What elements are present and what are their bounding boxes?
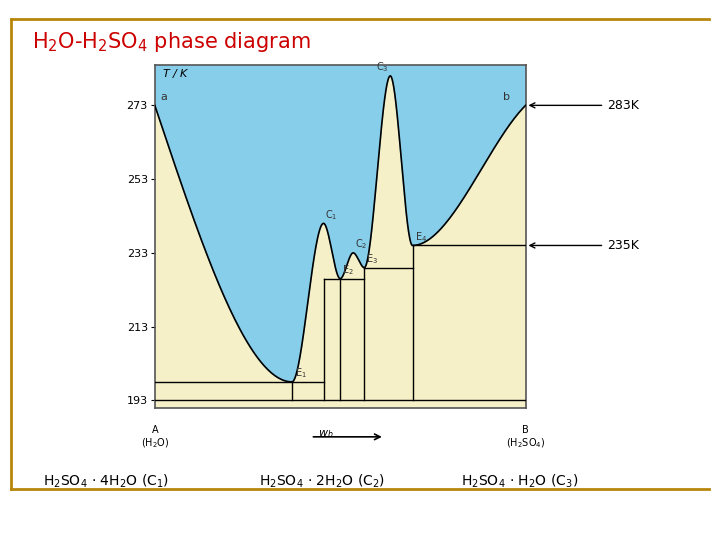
- Text: C$_3$: C$_3$: [376, 60, 388, 74]
- Text: E$_4$: E$_4$: [415, 230, 428, 244]
- Text: C$_2$: C$_2$: [355, 237, 367, 251]
- Text: $T$ / K: $T$ / K: [162, 66, 190, 79]
- Text: H$_2$SO$_4$ $\cdot$ 2H$_2$O (C$_2$): H$_2$SO$_4$ $\cdot$ 2H$_2$O (C$_2$): [259, 472, 385, 490]
- Text: H$_2$SO$_4$ $\cdot$ H$_2$O (C$_3$): H$_2$SO$_4$ $\cdot$ H$_2$O (C$_3$): [461, 472, 578, 490]
- Text: $w_b$: $w_b$: [318, 428, 333, 440]
- Polygon shape: [155, 65, 526, 382]
- Text: 283K: 283K: [530, 99, 639, 112]
- Text: E$_2$: E$_2$: [342, 263, 354, 277]
- Text: A
(H$_2$O): A (H$_2$O): [140, 425, 169, 450]
- Text: a: a: [161, 92, 167, 102]
- Text: C$_1$: C$_1$: [325, 208, 338, 221]
- Text: 235K: 235K: [530, 239, 639, 252]
- Text: E$_1$: E$_1$: [295, 366, 307, 380]
- Text: b: b: [503, 92, 510, 102]
- Text: H$_2$SO$_4$ $\cdot$ 4H$_2$O (C$_1$): H$_2$SO$_4$ $\cdot$ 4H$_2$O (C$_1$): [43, 472, 169, 490]
- Text: B
(H$_2$SO$_4$): B (H$_2$SO$_4$): [506, 425, 545, 450]
- Text: H$_2$O-H$_2$SO$_4$ phase diagram: H$_2$O-H$_2$SO$_4$ phase diagram: [32, 30, 311, 53]
- Text: E$_3$: E$_3$: [366, 252, 378, 266]
